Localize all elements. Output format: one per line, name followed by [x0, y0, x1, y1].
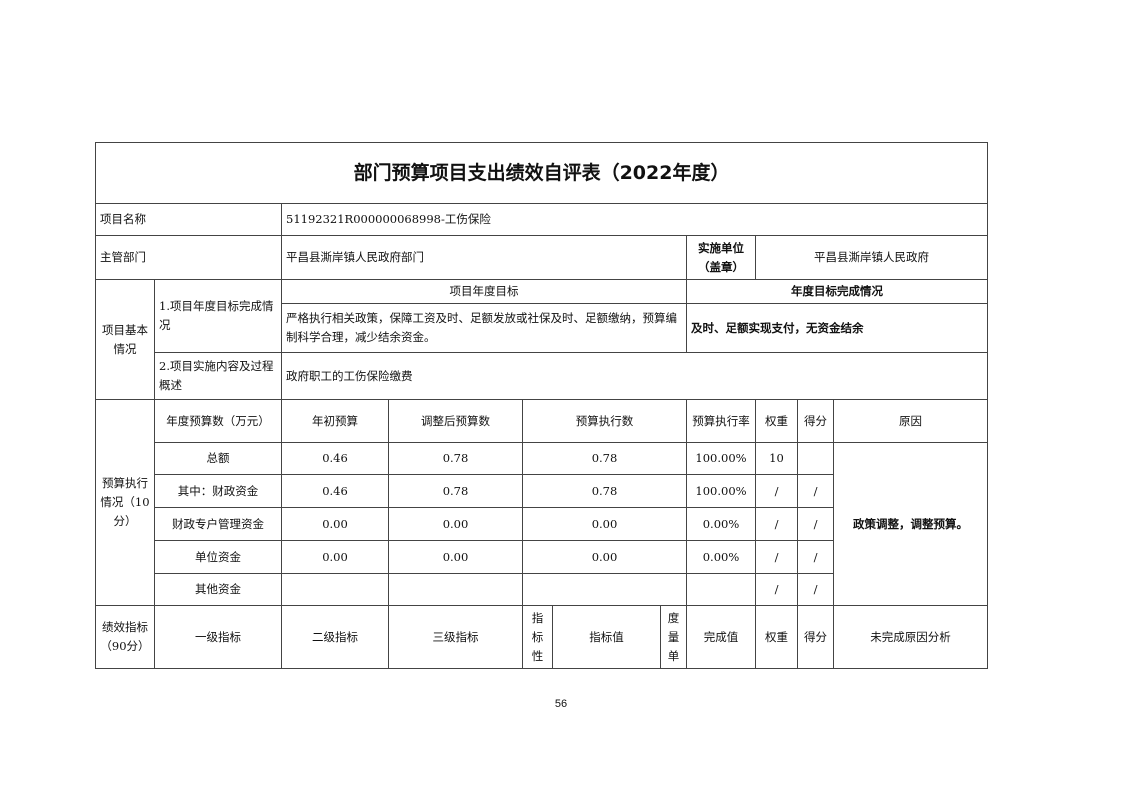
- budget-header: 原因: [832, 399, 989, 443]
- budget-header: 调整后预算数: [388, 399, 523, 443]
- impl-label: 实施单位（盖章）: [686, 235, 756, 280]
- cell: [388, 573, 523, 606]
- cell: 0.00: [522, 507, 687, 541]
- cell: /: [797, 507, 834, 541]
- budget-header: 权重: [755, 399, 798, 443]
- page-number: 56: [554, 698, 568, 710]
- perf-header: 一级指标: [154, 605, 282, 669]
- cell: [281, 573, 389, 606]
- row-label: 单位资金: [154, 540, 282, 574]
- cell: /: [755, 507, 798, 541]
- row-label: 其他资金: [154, 573, 282, 606]
- cell: 0.00%: [686, 507, 756, 541]
- cell: 0.78: [388, 474, 523, 508]
- cell: 0.46: [281, 442, 389, 475]
- budget-label: 预算执行情况（10分）: [95, 399, 155, 606]
- budget-header: 年初预算: [281, 399, 389, 443]
- cell: 0.46: [281, 474, 389, 508]
- cell: /: [797, 573, 834, 606]
- perf-header: 二级指标: [281, 605, 389, 669]
- cell: 0.00%: [686, 540, 756, 574]
- goal-header: 项目年度目标: [281, 279, 687, 304]
- row-label: 其中：财政资金: [154, 474, 282, 508]
- done-header: 年度目标完成情况: [685, 279, 989, 304]
- cell: /: [755, 540, 798, 574]
- project-name-label: 项目名称: [95, 203, 282, 236]
- cell: /: [797, 540, 834, 574]
- table-title: 部门预算项目支出绩效自评表（2022年度）: [94, 142, 989, 204]
- dept-label: 主管部门: [95, 235, 282, 280]
- perf-header: 度量单: [660, 605, 687, 669]
- impl-value: 平昌县澌岸镇人民政府: [754, 235, 989, 280]
- cell: 0.78: [522, 474, 687, 508]
- basic-label: 项目基本情况: [95, 279, 155, 400]
- row-label: 财政专户管理资金: [154, 507, 282, 541]
- cell: 0.00: [281, 507, 389, 541]
- budget-header: 得分: [797, 399, 834, 443]
- budget-header: 预算执行率: [686, 399, 756, 443]
- row-label: 总额: [154, 442, 282, 475]
- goal-label: 1.项目年度目标完成情况: [154, 279, 282, 353]
- cell: /: [755, 573, 798, 606]
- perf-header: 权重: [755, 605, 798, 669]
- cell: /: [755, 474, 798, 508]
- perf-header: 未完成原因分析: [832, 605, 989, 669]
- table-row: 总额 0.46 0.78 0.78 100.00% 10 政策调整，调整预算。: [96, 442, 989, 606]
- cell: 10: [755, 442, 798, 475]
- cell: 0.00: [388, 540, 523, 574]
- cell: [686, 573, 756, 606]
- perf-header: 完成值: [686, 605, 756, 669]
- done-text: 及时、足额实现支付，无资金结余: [685, 303, 989, 353]
- self-evaluation-table: 部门预算项目支出绩效自评表（2022年度） 项目名称 51192321R00000…: [94, 142, 989, 669]
- goal-text: 严格执行相关政策，保障工资及时、足额发放或社保及时、足额缴纳，预算编制科学合理，…: [281, 303, 687, 353]
- content-text: 政府职工的工伤保险缴费: [280, 352, 989, 400]
- perf-header: 三级指标: [388, 605, 523, 669]
- cell: [522, 573, 687, 606]
- reason-text: 政策调整，调整预算。: [832, 442, 989, 606]
- perf-label: 绩效指标（90分）: [95, 605, 155, 669]
- table-row: 财政专户管理资金 0.00 0.00 0.00 0.00% / /: [96, 507, 988, 541]
- dept-value: 平昌县澌岸镇人民政府部门: [281, 235, 687, 280]
- cell: 100.00%: [686, 442, 756, 475]
- table-row: 单位资金 0.00 0.00 0.00 0.00% / /: [96, 540, 988, 574]
- perf-header: 得分: [797, 605, 834, 669]
- table-row: 其中：财政资金 0.46 0.78 0.78 100.00% / /: [96, 474, 988, 508]
- cell: 0.00: [522, 540, 687, 574]
- budget-header: 年度预算数（万元）: [154, 399, 282, 443]
- cell: 0.00: [388, 507, 523, 541]
- perf-header: 指标值: [552, 605, 661, 669]
- perf-header: 指标性: [522, 605, 553, 669]
- cell: 0.78: [522, 442, 687, 475]
- cell: /: [797, 474, 834, 508]
- content-label: 2.项目实施内容及过程概述: [154, 352, 282, 400]
- project-name-value: 51192321R000000068998-工伤保险: [280, 203, 989, 236]
- cell: 0.78: [388, 442, 523, 475]
- budget-header: 预算执行数: [522, 399, 687, 443]
- cell: [797, 442, 834, 475]
- cell: 0.00: [281, 540, 389, 574]
- cell: 100.00%: [686, 474, 756, 508]
